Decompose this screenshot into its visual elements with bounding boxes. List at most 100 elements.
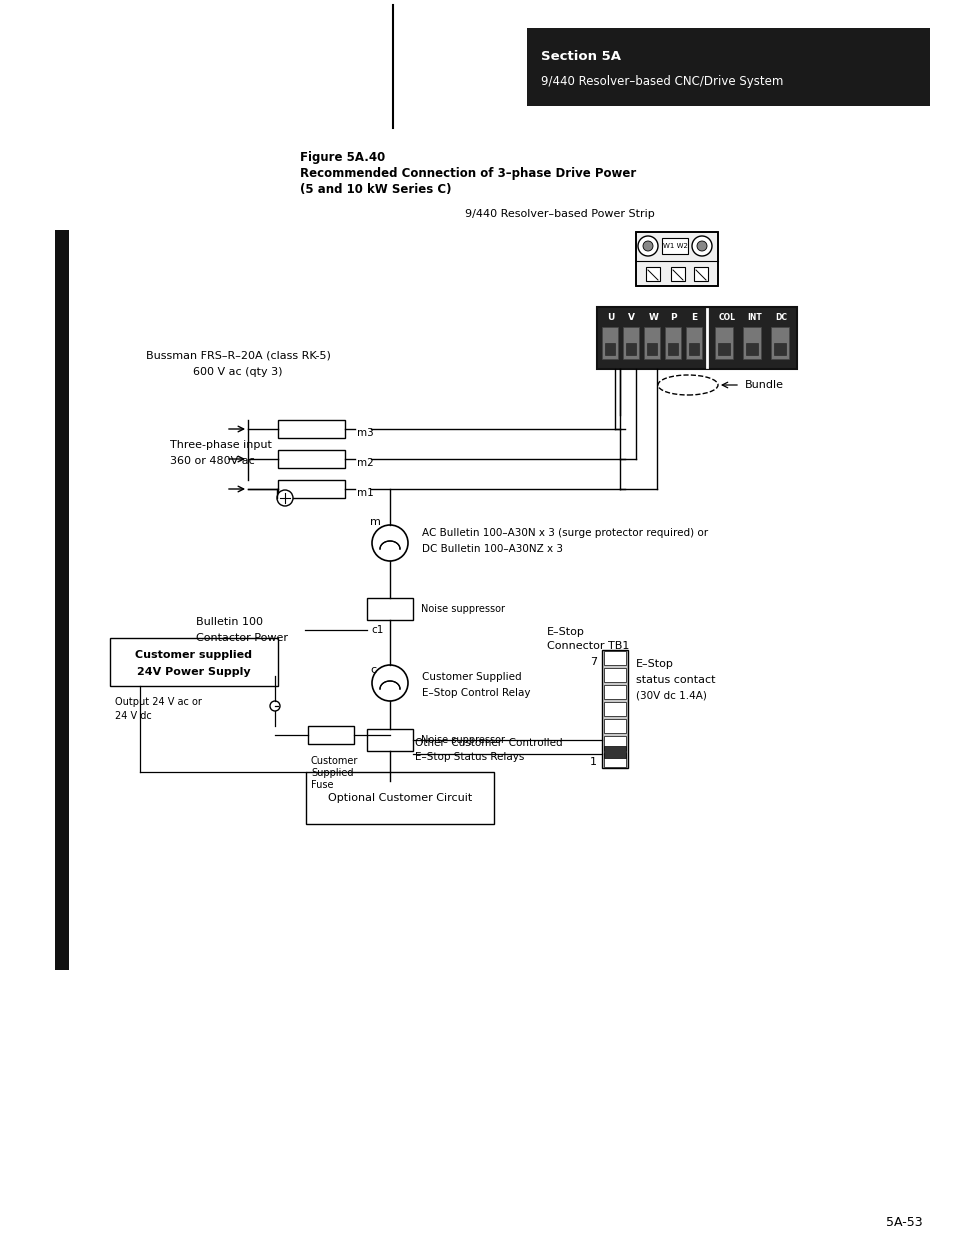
Text: DC: DC bbox=[774, 312, 786, 321]
Text: Figure 5A.40: Figure 5A.40 bbox=[299, 152, 385, 164]
Text: m3: m3 bbox=[356, 429, 374, 438]
Text: Bulletin 100: Bulletin 100 bbox=[195, 618, 263, 627]
Bar bbox=[367, 729, 413, 751]
Circle shape bbox=[638, 236, 658, 256]
Circle shape bbox=[372, 525, 408, 561]
Bar bbox=[745, 343, 758, 354]
Bar bbox=[603, 685, 625, 699]
Text: Noise suppressor: Noise suppressor bbox=[420, 735, 504, 745]
Text: W: W bbox=[648, 312, 659, 321]
Bar bbox=[603, 753, 625, 767]
Bar bbox=[718, 343, 729, 354]
Text: DC Bulletin 100–A30NZ x 3: DC Bulletin 100–A30NZ x 3 bbox=[421, 543, 562, 555]
Bar bbox=[645, 267, 659, 282]
Bar bbox=[277, 420, 345, 438]
Text: Other  Customer  Controlled: Other Customer Controlled bbox=[415, 739, 562, 748]
Text: c1: c1 bbox=[371, 625, 383, 635]
Text: (30V dc 1.4A): (30V dc 1.4A) bbox=[636, 692, 706, 701]
Circle shape bbox=[642, 241, 652, 251]
Bar bbox=[742, 327, 760, 359]
Text: E–Stop Status Relays: E–Stop Status Relays bbox=[415, 752, 524, 762]
Bar bbox=[526, 28, 929, 106]
Text: Noise suppressor: Noise suppressor bbox=[420, 604, 504, 614]
Text: Customer: Customer bbox=[311, 756, 358, 766]
Text: m: m bbox=[370, 517, 380, 527]
Text: Customer supplied: Customer supplied bbox=[135, 650, 253, 659]
Bar bbox=[603, 668, 625, 682]
Text: status contact: status contact bbox=[636, 676, 715, 685]
Text: COL: COL bbox=[719, 312, 735, 321]
Text: 24 V dc: 24 V dc bbox=[115, 711, 152, 721]
Bar bbox=[601, 650, 627, 768]
Bar bbox=[714, 327, 732, 359]
Circle shape bbox=[270, 701, 280, 711]
Text: 5A-53: 5A-53 bbox=[885, 1215, 922, 1229]
Circle shape bbox=[276, 490, 293, 506]
Bar bbox=[367, 598, 413, 620]
Bar bbox=[646, 343, 657, 354]
Text: Fuse: Fuse bbox=[311, 781, 334, 790]
Bar bbox=[306, 772, 494, 824]
Text: Output 24 V ac or: Output 24 V ac or bbox=[115, 697, 202, 706]
Bar bbox=[603, 651, 625, 664]
Bar bbox=[688, 343, 699, 354]
Text: E: E bbox=[690, 312, 697, 321]
Bar bbox=[308, 726, 354, 743]
Bar bbox=[661, 238, 687, 254]
Text: AC Bulletin 100–A30N x 3 (surge protector required) or: AC Bulletin 100–A30N x 3 (surge protecto… bbox=[421, 529, 707, 538]
Bar bbox=[55, 230, 69, 969]
Text: W1 W2: W1 W2 bbox=[662, 243, 687, 249]
Circle shape bbox=[372, 664, 408, 701]
Text: E–Stop: E–Stop bbox=[546, 627, 584, 637]
Text: (5 and 10 kW Series C): (5 and 10 kW Series C) bbox=[299, 184, 451, 196]
Bar bbox=[603, 746, 625, 758]
Bar bbox=[685, 327, 701, 359]
Text: P: P bbox=[669, 312, 676, 321]
Bar bbox=[643, 327, 659, 359]
Text: Recommended Connection of 3–phase Drive Power: Recommended Connection of 3–phase Drive … bbox=[299, 168, 636, 180]
Bar bbox=[597, 308, 796, 369]
Bar bbox=[604, 343, 615, 354]
Text: Three-phase input: Three-phase input bbox=[170, 440, 272, 450]
Text: Optional Customer Circuit: Optional Customer Circuit bbox=[328, 793, 472, 803]
Text: m2: m2 bbox=[356, 458, 374, 468]
Bar bbox=[603, 719, 625, 734]
Bar bbox=[670, 267, 684, 282]
Text: 600 V ac (qty 3): 600 V ac (qty 3) bbox=[193, 367, 282, 377]
Text: E–Stop Control Relay: E–Stop Control Relay bbox=[421, 688, 530, 698]
Text: U: U bbox=[606, 312, 614, 321]
Text: m1: m1 bbox=[356, 488, 374, 498]
Text: Bundle: Bundle bbox=[744, 380, 783, 390]
Text: 9/440 Resolver–based CNC/Drive System: 9/440 Resolver–based CNC/Drive System bbox=[540, 74, 782, 88]
Circle shape bbox=[691, 236, 711, 256]
Text: c: c bbox=[370, 664, 375, 676]
Bar bbox=[603, 701, 625, 716]
Text: V: V bbox=[627, 312, 635, 321]
Bar bbox=[625, 343, 636, 354]
Bar bbox=[773, 343, 785, 354]
Bar bbox=[636, 232, 718, 287]
Text: 9/440 Resolver–based Power Strip: 9/440 Resolver–based Power Strip bbox=[465, 209, 654, 219]
Text: 24V Power Supply: 24V Power Supply bbox=[137, 667, 251, 677]
Bar bbox=[603, 736, 625, 750]
Text: E–Stop: E–Stop bbox=[636, 659, 673, 669]
Bar bbox=[110, 638, 277, 685]
Bar bbox=[277, 450, 345, 468]
Circle shape bbox=[697, 241, 706, 251]
Text: Customer Supplied: Customer Supplied bbox=[421, 672, 521, 682]
Text: 1: 1 bbox=[589, 757, 597, 767]
Text: INT: INT bbox=[746, 312, 760, 321]
Text: Contactor Power: Contactor Power bbox=[195, 634, 288, 643]
Text: Bussman FRS–R–20A (class RK-5): Bussman FRS–R–20A (class RK-5) bbox=[146, 351, 330, 361]
Bar bbox=[636, 232, 718, 287]
Bar bbox=[667, 343, 678, 354]
Bar bbox=[770, 327, 788, 359]
Bar bbox=[622, 327, 639, 359]
Text: Section 5A: Section 5A bbox=[540, 49, 620, 63]
Text: 360 or 480V ac: 360 or 480V ac bbox=[170, 456, 254, 466]
Text: Connector TB1: Connector TB1 bbox=[546, 641, 629, 651]
Text: Supplied: Supplied bbox=[311, 768, 354, 778]
Bar bbox=[664, 327, 680, 359]
Bar bbox=[601, 327, 618, 359]
Text: 7: 7 bbox=[589, 657, 597, 667]
